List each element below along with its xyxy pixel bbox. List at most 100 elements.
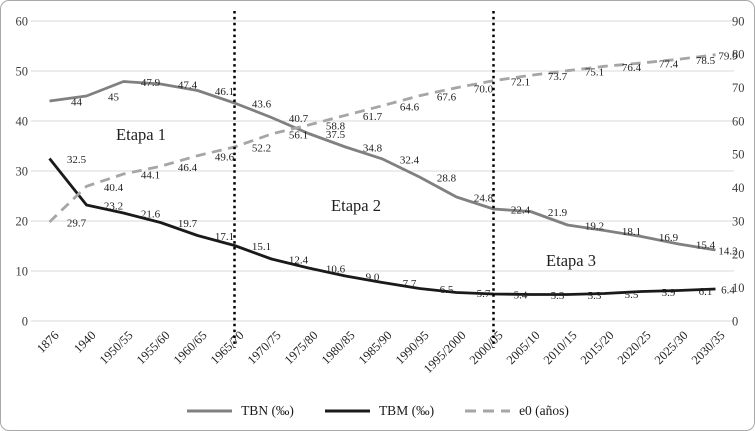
x-axis-tick-label: 2000/05 bbox=[467, 328, 506, 367]
data-label: 44.1 bbox=[141, 170, 160, 182]
data-label: 40.4 bbox=[104, 182, 124, 194]
right-axis-tick-label: 20 bbox=[732, 248, 745, 262]
stage-label: Etapa 2 bbox=[331, 196, 381, 215]
left-axis-tick-label: 30 bbox=[16, 164, 29, 178]
right-axis-tick-label: 30 bbox=[732, 214, 745, 228]
right-axis-tick-label: 40 bbox=[732, 181, 745, 195]
data-label: 16.9 bbox=[659, 232, 679, 244]
tbn-line bbox=[49, 80, 716, 252]
legend-item-tbn: TBN (‰) bbox=[186, 403, 294, 419]
legend-label-e0: e0 (años) bbox=[519, 403, 569, 418]
stage-label: Etapa 1 bbox=[116, 125, 166, 144]
legend-label-tbm: TBM (‰) bbox=[378, 403, 435, 418]
x-axis-tick-label: 1975/80 bbox=[282, 328, 321, 367]
data-label: 24.8 bbox=[474, 193, 494, 205]
e0-line bbox=[48, 53, 716, 224]
x-axis-tick-label: 1960/65 bbox=[171, 328, 210, 367]
data-label: 70.0 bbox=[474, 83, 494, 95]
data-label: 67.6 bbox=[437, 91, 457, 103]
legend-item-tbm: TBM (‰) bbox=[324, 403, 434, 419]
data-label: 15.4 bbox=[696, 240, 716, 252]
data-label: 52.2 bbox=[252, 143, 271, 155]
data-label: 72.1 bbox=[511, 76, 530, 88]
left-axis-tick-label: 0 bbox=[22, 314, 28, 328]
data-label: 19.2 bbox=[585, 221, 604, 233]
data-label: 5.4 bbox=[514, 290, 528, 302]
data-label: 14.2 bbox=[718, 246, 737, 258]
data-label: 73.7 bbox=[548, 71, 568, 83]
right-axis-tick-label: 0 bbox=[732, 314, 738, 328]
x-axis-tick-label: 2020/25 bbox=[615, 328, 654, 367]
data-label: 21.6 bbox=[141, 209, 161, 221]
data-label: 28.8 bbox=[437, 173, 457, 185]
data-label: 5.3 bbox=[588, 290, 602, 302]
data-label: 6.4 bbox=[721, 285, 735, 297]
data-label: 7.7 bbox=[403, 278, 417, 290]
x-axis-tick-label: 1950/55 bbox=[97, 328, 136, 367]
data-label: 37.5 bbox=[326, 129, 346, 141]
x-axis-tick-label: 1980/85 bbox=[319, 328, 358, 367]
right-axis-tick-label: 70 bbox=[732, 81, 745, 95]
data-label: 5.3 bbox=[551, 290, 565, 302]
data-label: 15.1 bbox=[252, 241, 271, 253]
data-label: 77.4 bbox=[659, 59, 679, 71]
tbm-line-swatch bbox=[324, 409, 370, 413]
chart-legend: TBN (‰) TBM (‰) e0 (años) bbox=[1, 403, 754, 419]
stage-label: Etapa 3 bbox=[546, 251, 596, 270]
x-axis-tick-label: 1940 bbox=[71, 328, 99, 356]
data-label: 18.1 bbox=[622, 226, 641, 238]
x-axis-tick-label: 2030/35 bbox=[689, 328, 728, 367]
data-label: 75.1 bbox=[585, 66, 604, 78]
data-label: 47.4 bbox=[178, 80, 198, 92]
data-label: 32.5 bbox=[67, 154, 87, 166]
data-label: 43.6 bbox=[252, 99, 272, 111]
right-axis-tick-label: 90 bbox=[732, 14, 745, 28]
data-label: 46.1 bbox=[215, 86, 234, 98]
left-axis-tick-label: 50 bbox=[16, 64, 29, 78]
data-label: 6.1 bbox=[699, 286, 713, 298]
e0-line-swatch bbox=[465, 409, 511, 413]
x-axis-tick-label: 1876 bbox=[34, 328, 62, 356]
data-label: 22.4 bbox=[511, 205, 531, 217]
data-label: 5.5 bbox=[625, 289, 639, 301]
x-axis-tick-label: 2010/15 bbox=[541, 328, 580, 367]
data-label: 44 bbox=[71, 97, 83, 109]
data-label: 40.7 bbox=[289, 113, 309, 125]
tbn-line-swatch bbox=[187, 409, 233, 413]
data-label: 34.8 bbox=[363, 143, 383, 155]
data-label: 46.4 bbox=[178, 162, 198, 174]
x-axis-tick-label: 2005/10 bbox=[504, 328, 543, 367]
data-label: 45 bbox=[108, 92, 120, 104]
data-label: 5.9 bbox=[662, 287, 676, 299]
left-axis-tick-label: 40 bbox=[16, 114, 29, 128]
data-label: 49.6 bbox=[215, 151, 235, 163]
data-label: 21.9 bbox=[548, 207, 568, 219]
right-axis-tick-label: 50 bbox=[732, 148, 745, 162]
tbm-line bbox=[48, 157, 716, 296]
data-label: 10.6 bbox=[326, 264, 346, 276]
x-axis-tick-label: 2025/30 bbox=[652, 328, 691, 367]
data-label: 6.5 bbox=[440, 284, 454, 296]
legend-item-e0: e0 (años) bbox=[464, 403, 569, 419]
data-label: 5.7 bbox=[477, 288, 491, 300]
x-axis-tick-label: 1985/90 bbox=[356, 328, 395, 367]
x-axis-tick-label: 2015/20 bbox=[578, 328, 617, 367]
data-label: 61.7 bbox=[363, 111, 383, 123]
right-axis-tick-label: 60 bbox=[732, 114, 745, 128]
left-axis-tick-label: 60 bbox=[16, 14, 29, 28]
x-axis-tick-label: 1970/75 bbox=[245, 328, 284, 367]
data-label: 58.8 bbox=[326, 121, 346, 133]
data-label: 12.4 bbox=[289, 255, 309, 267]
x-axis-tick-label: 1965/70 bbox=[208, 328, 247, 367]
data-label: 79.9 bbox=[718, 50, 738, 62]
data-label: 56.1 bbox=[289, 130, 308, 142]
data-label: 29.7 bbox=[67, 218, 87, 230]
data-label: 78.5 bbox=[696, 55, 716, 67]
data-label: 17.1 bbox=[215, 231, 234, 243]
data-label: 23.2 bbox=[104, 201, 123, 213]
data-label: 19.7 bbox=[178, 218, 198, 230]
x-axis-tick-label: 1955/60 bbox=[134, 328, 173, 367]
left-axis-tick-label: 10 bbox=[16, 264, 29, 278]
